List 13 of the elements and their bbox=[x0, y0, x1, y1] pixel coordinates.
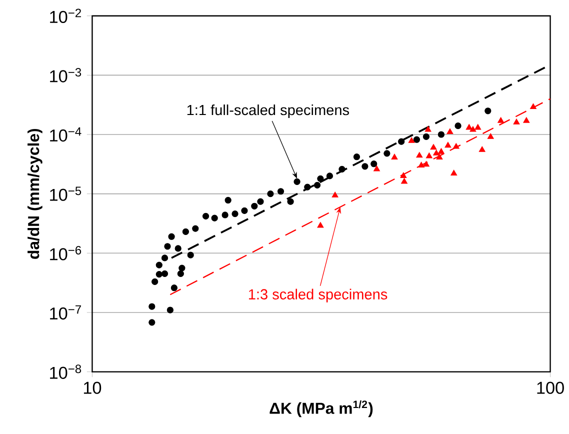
y-tick-label: 10$^{−4}$ bbox=[50, 127, 82, 142]
x-tick-label: 10 bbox=[84, 382, 102, 394]
annotation: 1:1 full-scaled specimens bbox=[187, 104, 350, 118]
y-axis-title: da/dN (mm/cycle) bbox=[28, 128, 42, 259]
y-tick-label: 10$^{−3}$ bbox=[50, 68, 82, 82]
annotation: 1:3 scaled specimens bbox=[248, 288, 388, 302]
y-tick-label: 10$^{−7}$ bbox=[50, 305, 81, 320]
y-tick-label: 10$^{−2}$ bbox=[50, 8, 81, 23]
x-tick-label: 100 bbox=[537, 382, 564, 394]
y-tick-label: 10$^{−6}$ bbox=[50, 246, 82, 260]
x-axis-title: ΔK (MPa m$^{1/2}$) bbox=[270, 400, 373, 417]
y-tick-label: 10$^{−5}$ bbox=[50, 186, 82, 201]
y-tick-label: 10$^{−8}$ bbox=[50, 364, 82, 379]
